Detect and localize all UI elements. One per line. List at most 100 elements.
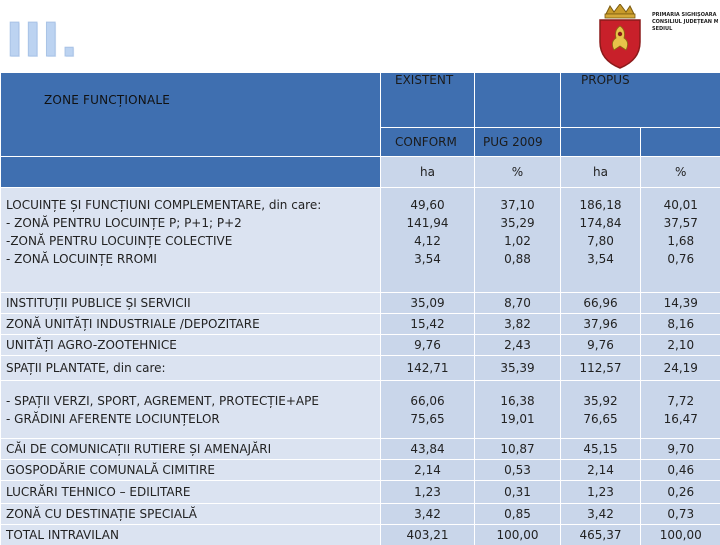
- existent-percent-cell: 0,31: [475, 481, 561, 504]
- propus-percent-cell: 7,72 16,47: [641, 381, 720, 439]
- header-propus-label: PROPUS: [581, 73, 630, 87]
- value: 66,06: [381, 392, 474, 410]
- value: 3,54: [381, 250, 474, 268]
- row-label-line: - ZONĂ PENTRU LOCUINȚE P; P+1; P+2: [6, 214, 380, 232]
- unit-ha-existent: ha: [381, 157, 475, 188]
- existent-ha-cell: 2,14: [381, 460, 475, 481]
- propus-percent-cell: 40,01 37,57 1,68 0,76: [641, 188, 720, 293]
- header-conform-label: CONFORM: [395, 135, 457, 149]
- value: 35,92: [561, 392, 640, 410]
- header-existent-label: EXISTENT: [395, 73, 453, 87]
- value: 49,60: [381, 196, 474, 214]
- row-label: LUCRĂRI TEHNICO – EDILITARE: [1, 481, 381, 504]
- propus-ha-cell: 3,42: [561, 504, 641, 525]
- propus-percent-cell: 0,46: [641, 460, 720, 481]
- row-label: - SPAȚII VERZI, SPORT, AGREMENT, PROTECȚ…: [1, 381, 381, 439]
- value: 16,38: [475, 392, 560, 410]
- row-label-line: LOCUINȚE ȘI FUNCȚIUNI COMPLEMENTARE, din…: [6, 196, 380, 214]
- propus-percent-cell: 0,73: [641, 504, 720, 525]
- header-existent-blank: [475, 73, 561, 128]
- existent-ha-cell: 43,84: [381, 439, 475, 460]
- existent-ha-cell: 35,09: [381, 293, 475, 314]
- header-conform-cell: CONFORM: [381, 128, 475, 157]
- value: 40,01: [641, 196, 720, 214]
- value: 3,54: [561, 250, 640, 268]
- row-label: GOSPODĂRIE COMUNALĂ CIMITIRE: [1, 460, 381, 481]
- propus-percent-cell: 0,26: [641, 481, 720, 504]
- propus-ha-cell: 2,14: [561, 460, 641, 481]
- existent-ha-cell: 66,06 75,65: [381, 381, 475, 439]
- propus-percent-cell: 2,10: [641, 335, 720, 356]
- existent-percent-cell: 35,39: [475, 356, 561, 381]
- row-label-line: - SPAȚII VERZI, SPORT, AGREMENT, PROTECȚ…: [6, 392, 380, 410]
- existent-ha-cell: 3,42: [381, 504, 475, 525]
- existent-ha-cell: 15,42: [381, 314, 475, 335]
- value: 186,18: [561, 196, 640, 214]
- propus-ha-cell: 45,15: [561, 439, 641, 460]
- table-row: UNITĂȚI AGRO-ZOOTEHNICE 9,76 2,43 9,76 2…: [1, 335, 720, 356]
- header-pug-label: PUG 2009: [483, 135, 543, 149]
- crest-caption-line: PRIMĂRIA SIGHIȘOARA: [652, 12, 718, 19]
- zone-functionale-heading: ZONE FUNCȚIONALE: [44, 93, 170, 107]
- existent-percent-cell: 37,10 35,29 1,02 0,88: [475, 188, 561, 293]
- table-row: SPAȚII PLANTATE, din care: 142,71 35,39 …: [1, 356, 720, 381]
- table-row: ZONĂ UNITĂȚI INDUSTRIALE /DEPOZITARE 15,…: [1, 314, 720, 335]
- row-label-line: - GRĂDINI AFERENTE LOCIUNȚELOR: [6, 410, 380, 428]
- crest-caption-line: SEDIUL: [652, 26, 718, 33]
- row-label: ZONĂ CU DESTINAȚIE SPECIALĂ: [1, 504, 381, 525]
- propus-ha-cell: 1,23: [561, 481, 641, 504]
- propus-ha-cell: 9,76: [561, 335, 641, 356]
- row-label: LOCUINȚE ȘI FUNCȚIUNI COMPLEMENTARE, din…: [1, 188, 381, 293]
- propus-ha-cell: 112,57: [561, 356, 641, 381]
- propus-ha-cell: 37,96: [561, 314, 641, 335]
- value: 76,65: [561, 410, 640, 428]
- value: 1,68: [641, 232, 720, 250]
- header-existent-cell: EXISTENT: [381, 73, 475, 128]
- value: 37,57: [641, 214, 720, 232]
- header-propus-cell: PROPUS: [561, 73, 720, 128]
- propus-ha-cell: 35,92 76,65: [561, 381, 641, 439]
- row-label: SPAȚII PLANTATE, din care:: [1, 356, 381, 381]
- existent-percent-cell: 3,82: [475, 314, 561, 335]
- existent-percent-cell: 0,85: [475, 504, 561, 525]
- propus-percent-cell: 14,39: [641, 293, 720, 314]
- propus-ha-cell: 186,18 174,84 7,80 3,54: [561, 188, 641, 293]
- existent-percent-cell: 10,87: [475, 439, 561, 460]
- units-label-cell: [1, 157, 381, 188]
- row-label-line: -ZONĂ PENTRU LOCUINȚE COLECTIVE: [6, 232, 380, 250]
- value: 4,12: [381, 232, 474, 250]
- propus-percent-cell: 8,16: [641, 314, 720, 335]
- header-pug-cell: PUG 2009: [475, 128, 561, 157]
- units-row: ha % ha %: [1, 157, 720, 188]
- unit-percent-existent: %: [475, 157, 561, 188]
- crest-caption-line: CONSILIUL JUDEȚEAN MUREȘ: [652, 19, 718, 26]
- propus-percent-cell: 24,19: [641, 356, 720, 381]
- value: 0,88: [475, 250, 560, 268]
- header-pug-blank: [561, 128, 641, 157]
- table-row: CĂI DE COMUNICAȚII RUTIERE ȘI AMENAJĂRI …: [1, 439, 720, 460]
- value: 174,84: [561, 214, 640, 232]
- row-label: TOTAL INTRAVILAN: [1, 525, 381, 545]
- row-label: ZONĂ UNITĂȚI INDUSTRIALE /DEPOZITARE: [1, 314, 381, 335]
- row-label: CĂI DE COMUNICAȚII RUTIERE ȘI AMENAJĂRI: [1, 439, 381, 460]
- row-label: INSTITUȚII PUBLICE ȘI SERVICII: [1, 293, 381, 314]
- table-row: LUCRĂRI TEHNICO – EDILITARE 1,23 0,31 1,…: [1, 481, 720, 504]
- row-label-line: - ZONĂ LOCUINȚE RROMI: [6, 250, 380, 268]
- propus-ha-cell: 66,96: [561, 293, 641, 314]
- page-title: III. Petrești: [6, 10, 266, 70]
- existent-ha-cell: 9,76: [381, 335, 475, 356]
- unit-ha-propus: ha: [561, 157, 641, 188]
- value: 19,01: [475, 410, 560, 428]
- existent-percent-cell: 2,43: [475, 335, 561, 356]
- zones-table: EXISTENT PROPUS CONFORM PUG 2009 ha % ha…: [0, 72, 720, 545]
- value: 35,29: [475, 214, 560, 232]
- table-row: - SPAȚII VERZI, SPORT, AGREMENT, PROTECȚ…: [1, 381, 720, 439]
- table-row: LOCUINȚE ȘI FUNCȚIUNI COMPLEMENTARE, din…: [1, 188, 720, 293]
- existent-ha-cell: 49,60 141,94 4,12 3,54: [381, 188, 475, 293]
- table-row: GOSPODĂRIE COMUNALĂ CIMITIRE 2,14 0,53 2…: [1, 460, 720, 481]
- coat-of-arms-icon: [596, 4, 644, 70]
- value: 37,10: [475, 196, 560, 214]
- value: 7,80: [561, 232, 640, 250]
- existent-percent-cell: 0,53: [475, 460, 561, 481]
- table-row-total: TOTAL INTRAVILAN 403,21 100,00 465,37 10…: [1, 525, 720, 545]
